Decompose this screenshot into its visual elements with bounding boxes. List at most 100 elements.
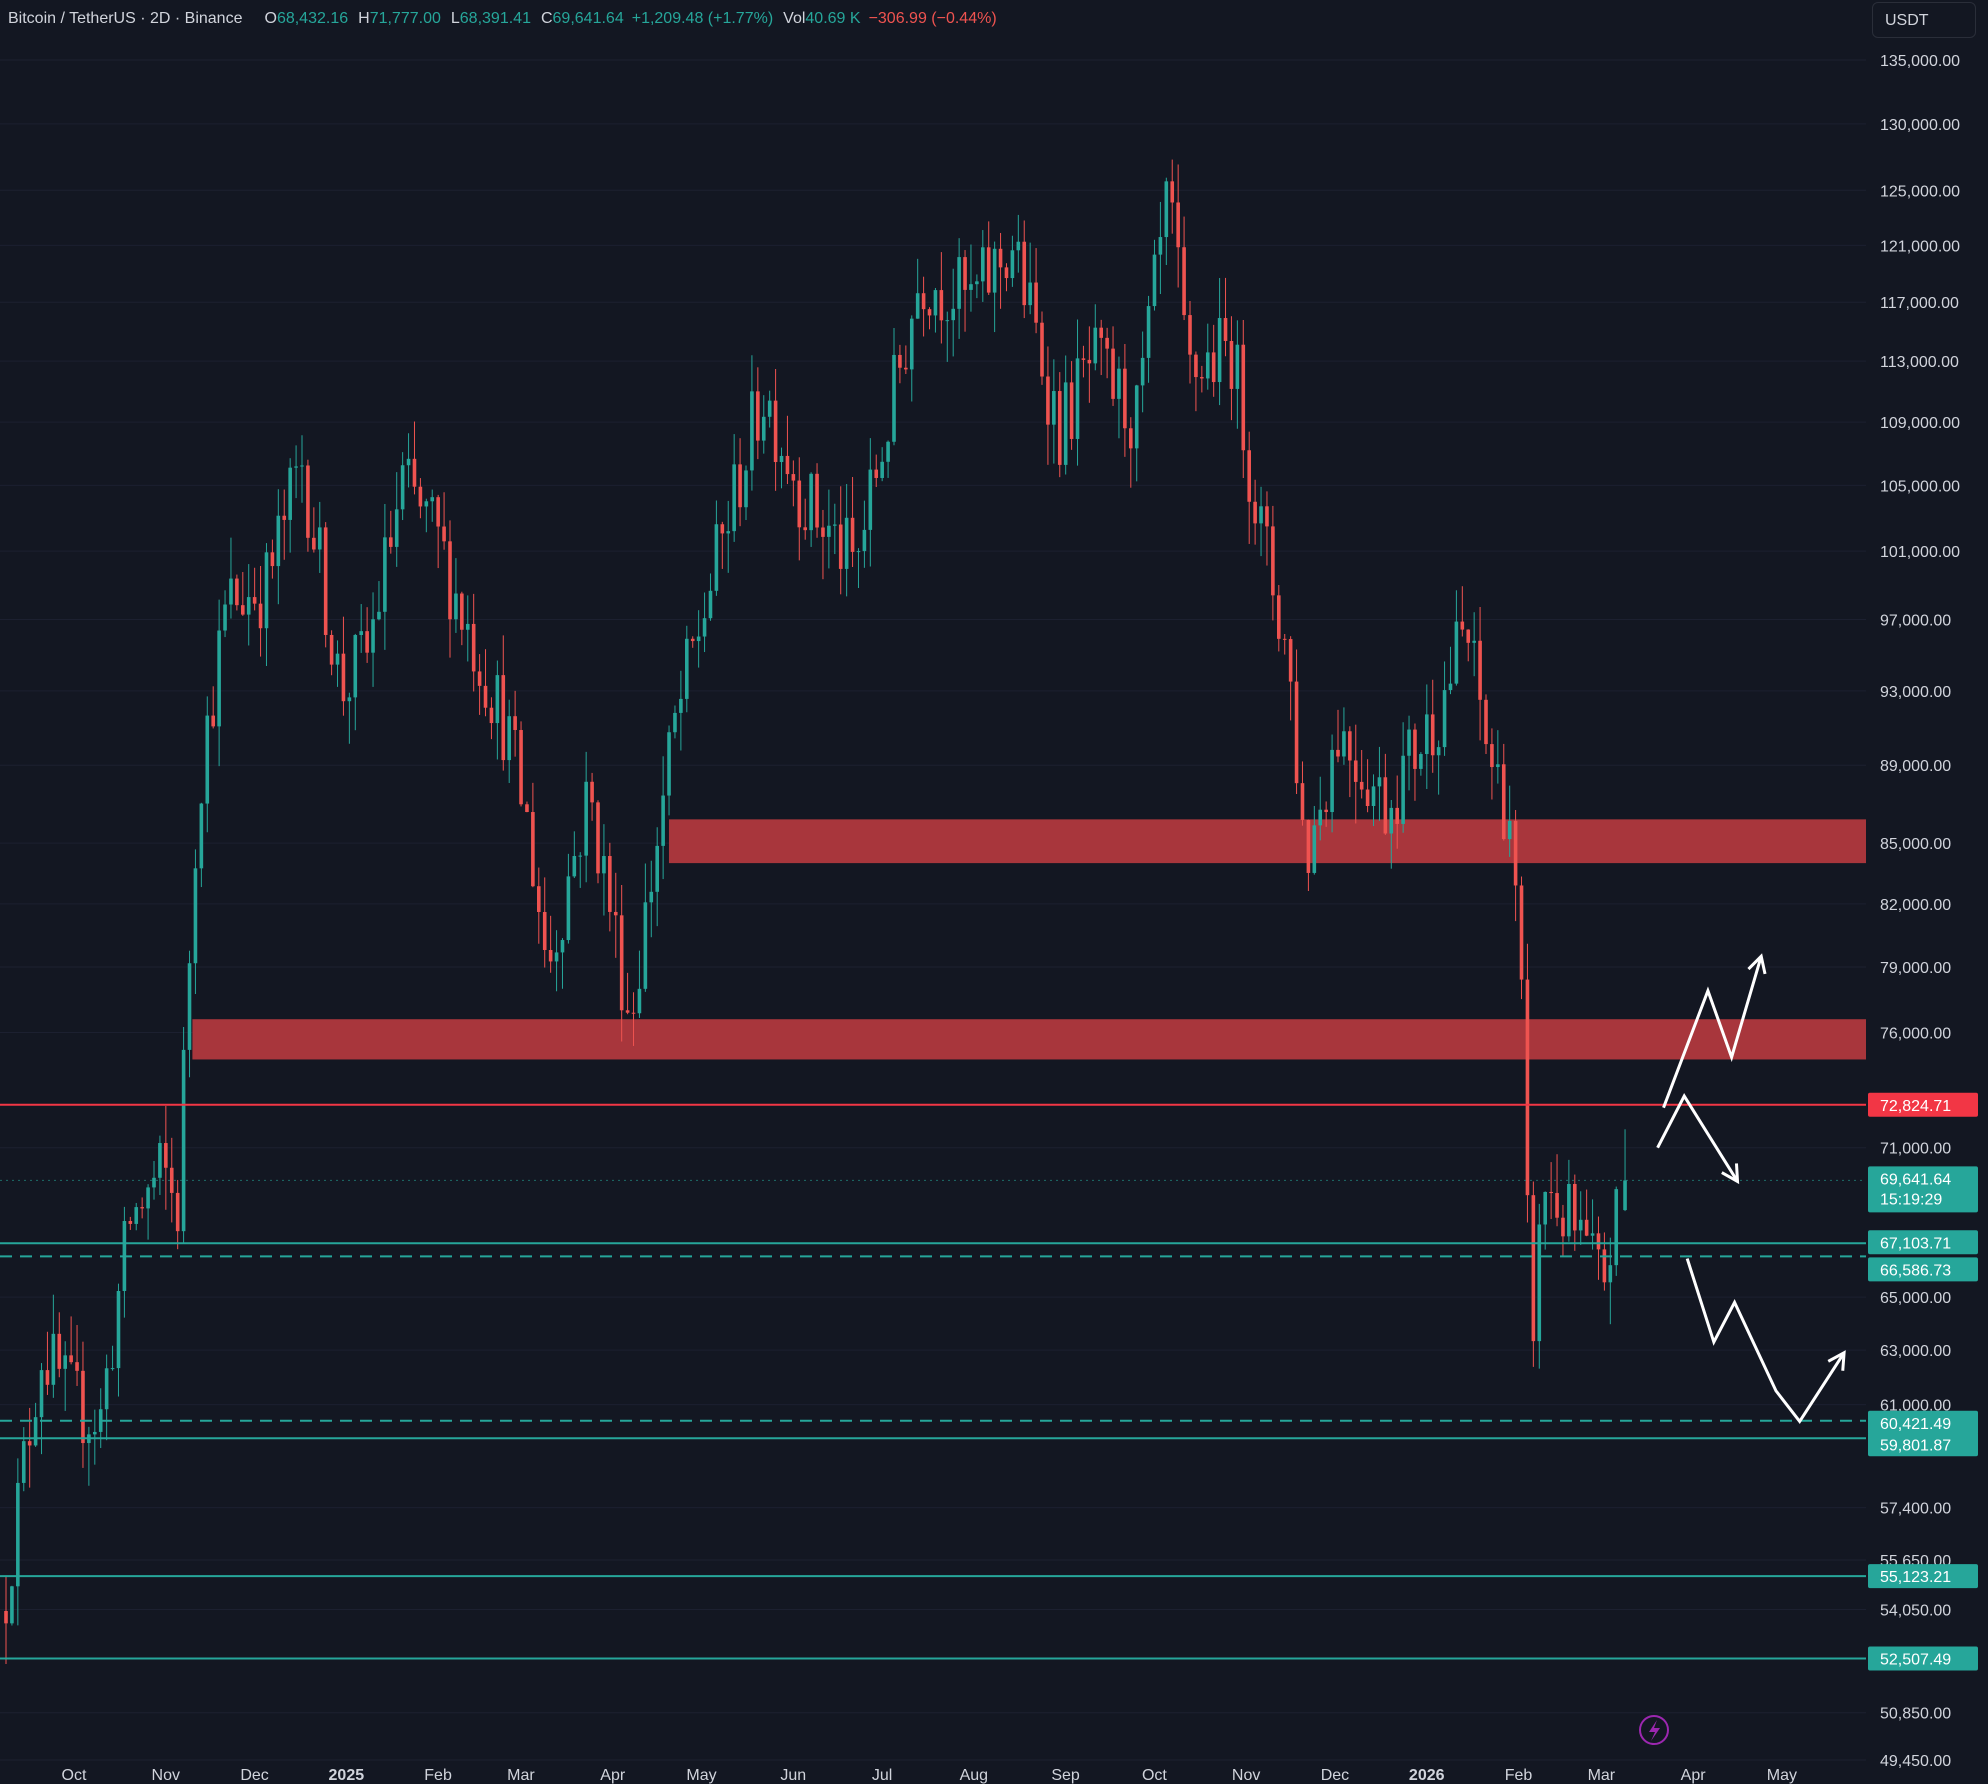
candle[interactable]	[732, 434, 736, 542]
candle[interactable]	[602, 824, 606, 916]
candle[interactable]	[761, 395, 766, 454]
candle[interactable]	[164, 1105, 168, 1210]
candle[interactable]	[1490, 728, 1494, 800]
candle[interactable]	[1034, 248, 1038, 334]
candle[interactable]	[1211, 324, 1216, 397]
candle[interactable]	[442, 492, 446, 550]
candle[interactable]	[1075, 319, 1080, 466]
candles[interactable]	[4, 159, 1627, 1664]
candle[interactable]	[1129, 417, 1133, 488]
candle[interactable]	[1087, 326, 1092, 403]
candle[interactable]	[1028, 242, 1032, 315]
candle[interactable]	[779, 447, 784, 489]
candle[interactable]	[128, 1216, 133, 1230]
candle[interactable]	[525, 801, 529, 813]
candle[interactable]	[282, 489, 287, 560]
candle[interactable]	[1401, 722, 1405, 833]
candle[interactable]	[1596, 1216, 1601, 1280]
candle[interactable]	[1294, 649, 1299, 795]
candle[interactable]	[300, 435, 304, 503]
candle[interactable]	[1590, 1199, 1595, 1250]
candle[interactable]	[1194, 351, 1198, 412]
candle[interactable]	[827, 489, 831, 569]
candle[interactable]	[1413, 723, 1417, 801]
candle[interactable]	[738, 438, 742, 527]
candle[interactable]	[803, 498, 807, 540]
candle[interactable]	[572, 831, 577, 879]
time-axis[interactable]: epOctNovDec2025FebMarAprMayJunJulAugSepO…	[0, 1767, 1797, 1784]
candle[interactable]	[1448, 646, 1453, 695]
candle[interactable]	[1389, 799, 1394, 869]
candle[interactable]	[1454, 590, 1459, 686]
candle[interactable]	[560, 938, 565, 989]
candle[interactable]	[1353, 724, 1358, 824]
candle[interactable]	[1247, 431, 1251, 544]
candle[interactable]	[81, 1341, 85, 1468]
candle[interactable]	[791, 460, 796, 507]
candle[interactable]	[1602, 1232, 1607, 1291]
candle[interactable]	[927, 307, 932, 330]
candle[interactable]	[809, 472, 813, 547]
candle[interactable]	[383, 503, 387, 650]
candle[interactable]	[16, 1458, 20, 1626]
candle[interactable]	[1365, 759, 1370, 813]
candle[interactable]	[63, 1341, 67, 1411]
candle[interactable]	[1099, 319, 1103, 376]
candle[interactable]	[1377, 746, 1382, 821]
candle[interactable]	[1105, 327, 1109, 379]
candle[interactable]	[690, 636, 695, 648]
candle[interactable]	[886, 440, 890, 478]
candle[interactable]	[436, 494, 440, 569]
candle[interactable]	[797, 457, 802, 561]
lightning-icon[interactable]	[1639, 1715, 1669, 1745]
candle[interactable]	[1537, 1203, 1542, 1369]
candle[interactable]	[400, 452, 405, 521]
candle[interactable]	[951, 268, 955, 357]
candle[interactable]	[1425, 684, 1429, 789]
candle[interactable]	[1519, 876, 1524, 1000]
candle[interactable]	[673, 705, 677, 739]
candle[interactable]	[1348, 726, 1352, 798]
candle[interactable]	[1442, 661, 1447, 756]
candle[interactable]	[986, 221, 991, 295]
candle[interactable]	[389, 510, 393, 554]
candle[interactable]	[631, 992, 636, 1046]
candle[interactable]	[489, 697, 494, 740]
candle[interactable]	[637, 950, 642, 1018]
candle[interactable]	[1235, 320, 1240, 429]
candle[interactable]	[477, 654, 482, 715]
candle[interactable]	[1472, 612, 1476, 677]
candle[interactable]	[767, 390, 772, 428]
candle[interactable]	[365, 607, 369, 663]
candle[interactable]	[1336, 709, 1340, 763]
candle[interactable]	[785, 415, 790, 485]
candle[interactable]	[756, 367, 760, 460]
candle[interactable]	[1300, 761, 1305, 826]
candle[interactable]	[1436, 740, 1441, 795]
candle[interactable]	[217, 599, 221, 767]
candle[interactable]	[1188, 300, 1192, 384]
candle[interactable]	[513, 690, 517, 757]
candle[interactable]	[1306, 819, 1311, 891]
candle[interactable]	[229, 537, 233, 619]
candle[interactable]	[241, 572, 245, 616]
candle[interactable]	[850, 477, 855, 567]
candle[interactable]	[335, 640, 340, 687]
candle[interactable]	[258, 565, 263, 657]
candle[interactable]	[542, 877, 547, 968]
candle[interactable]	[507, 699, 511, 783]
candle[interactable]	[584, 751, 588, 883]
candle[interactable]	[915, 258, 920, 319]
candle[interactable]	[1057, 372, 1062, 478]
candle[interactable]	[1158, 201, 1163, 295]
candle[interactable]	[270, 539, 275, 579]
candle[interactable]	[359, 604, 363, 653]
candle[interactable]	[844, 484, 849, 597]
candle[interactable]	[353, 633, 358, 731]
candle[interactable]	[33, 1402, 38, 1447]
candle[interactable]	[175, 1179, 180, 1250]
candle[interactable]	[838, 486, 843, 595]
candle[interactable]	[590, 772, 594, 821]
candle[interactable]	[744, 465, 748, 521]
